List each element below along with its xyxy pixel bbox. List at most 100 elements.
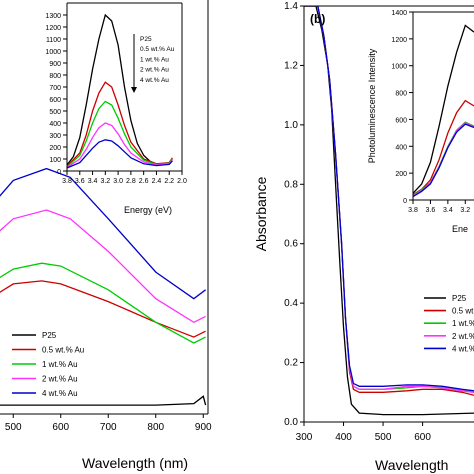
- a-inset-y-tick-label: 300: [49, 133, 61, 140]
- a-inset-x-tick-label: 2.8: [126, 178, 136, 185]
- b-inset-y-tick-label: 1000: [391, 64, 407, 71]
- b-inset-series-0-5-wt-au: [413, 99, 474, 196]
- b-inset-x-tick-label: 3.8: [408, 207, 418, 214]
- b-main-y-axis-label: Absorbance: [253, 176, 269, 251]
- b-main-x-tick-label: 400: [335, 432, 352, 443]
- b-main-legend-label-p25: P25: [452, 294, 467, 303]
- a-inset-y-tick-label: 700: [49, 85, 61, 92]
- a-inset-legend-label-4-wt-au: 4 wt.% Au: [140, 77, 169, 84]
- a-main-x-tick-label: 500: [5, 422, 22, 433]
- a-inset-legend-label-2-wt-au: 2 wt.% Au: [140, 67, 169, 74]
- a-inset-y-tick-label: 100: [49, 157, 61, 164]
- b-inset-series-4-wt-au: [413, 123, 474, 198]
- b-main-legend-label-2-wt-au: 2 wt.% Au: [452, 332, 474, 341]
- a-inset-x-tick-label: 2.2: [164, 178, 174, 185]
- a-inset-x-tick-label: 2.6: [139, 178, 149, 185]
- b-main-y-tick-label: 0.6: [284, 239, 298, 250]
- b-inset-y-axis-label: Photoluminescence Intensity: [367, 48, 377, 163]
- panel-b-inset-chart: 3.8 3.6 3.4 3.2 0 200 400 600 800 1000 1200 1400 Ene…: [367, 10, 474, 234]
- a-main-legend-label-1-wt-au: 1 wt.% Au: [42, 360, 78, 369]
- a-inset-x-tick-label: 3.2: [100, 178, 110, 185]
- b-main-series-4-wt-au: [304, 6, 474, 392]
- b-main-y-tick-label: 0.2: [284, 358, 298, 369]
- a-inset-series-1-wt-au: [67, 100, 173, 168]
- b-main-x-tick-label: 500: [375, 432, 392, 443]
- b-inset-y-tick-label: 200: [395, 171, 407, 178]
- a-main-x-tick-label: 700: [100, 422, 117, 433]
- a-main-legend-label-2-wt-au: 2 wt.% Au: [42, 375, 78, 384]
- b-main-legend-label-1-wt-au: 1 wt.% Au: [452, 319, 474, 328]
- a-inset-x-tick-label: 3.6: [75, 178, 85, 185]
- a-inset-x-axis-label: Energy (eV): [124, 205, 172, 215]
- b-inset-x-axis-label: Ene: [452, 224, 468, 234]
- b-main-y-tick-label: 1.4: [284, 1, 298, 12]
- b-inset-y-tick-label: 600: [395, 117, 407, 124]
- a-inset-y-tick-label: 400: [49, 121, 61, 128]
- a-inset-y-tick-label: 0: [57, 169, 61, 176]
- b-inset-y-tick-label: 1400: [391, 10, 407, 17]
- b-main-y-tick-label: 0.0: [284, 417, 298, 428]
- a-inset-y-tick-label: 800: [49, 73, 61, 80]
- a-inset-y-tick-label: 1300: [45, 13, 61, 20]
- a-main-legend: P25 0.5 wt.% Au 1 wt.% Au 2 wt.% Au 4 wt.% A…: [12, 331, 84, 398]
- panel-b-tag: (b): [310, 12, 325, 26]
- b-main-series-group: [304, 6, 474, 416]
- a-main-series-2-wt-au: [0, 209, 206, 324]
- b-main-series-p25: [304, 6, 474, 416]
- a-inset-y-tick-label: 600: [49, 97, 61, 104]
- a-inset-legend-label-p25: P25: [140, 36, 152, 43]
- a-inset-y-tick-label: 1000: [45, 49, 61, 56]
- panel-a-main-chart: 500 600 700 800 900 Wavelength (nm) P25 0.5 wt.…: [0, 0, 212, 471]
- b-inset-y-tick-label: 800: [395, 91, 407, 98]
- a-inset-series-4-wt-au: [67, 139, 173, 169]
- b-inset-y-tick-label: 400: [395, 144, 407, 151]
- a-inset-x-tick-label: 3.4: [88, 178, 98, 185]
- a-main-series-p25: [0, 395, 207, 406]
- a-inset-y-tick-label: 1100: [46, 37, 61, 44]
- b-inset-series-p25: [413, 24, 474, 194]
- a-inset-series-2-wt-au: [67, 122, 173, 168]
- panel-a-inset-chart: 3.8 3.6 3.4 3.2 3.0 2.8 2.6 2.4 2.2 2.0 0 100 200 300…: [45, 2, 187, 215]
- b-inset-y-tick-label: 1200: [391, 37, 407, 44]
- b-main-x-tick-label: 600: [414, 432, 431, 443]
- a-inset-series-p25: [67, 13, 173, 166]
- panel-b-main-chart: 300 400 500 600 0.0 0.2 0.4 0.6 0.8 1.0 1.2 1.4 Wave…: [253, 1, 474, 473]
- a-inset-y-tick-label: 200: [49, 145, 61, 152]
- a-inset-y-tick-label: 900: [49, 61, 61, 68]
- a-inset-x-tick-label: 3.0: [113, 178, 123, 185]
- b-inset-series-group: [413, 24, 474, 198]
- a-main-series-group: [0, 167, 207, 406]
- b-main-y-tick-label: 1.2: [284, 60, 298, 71]
- a-inset-legend-arrowhead: [131, 87, 137, 93]
- a-main-x-tick-label: 600: [52, 422, 69, 433]
- a-inset-y-tick-label: 1200: [45, 25, 61, 32]
- a-main-x-axis-label: Wavelength (nm): [82, 455, 188, 471]
- b-main-series-2-wt-au: [304, 6, 474, 393]
- b-main-series-1-wt-au: [304, 6, 474, 393]
- a-main-series-1-wt-au: [0, 262, 206, 344]
- b-main-y-tick-label: 0.8: [284, 179, 298, 190]
- a-main-legend-label-4-wt-au: 4 wt.% Au: [42, 389, 78, 398]
- b-inset-series-2-wt-au: [413, 122, 474, 197]
- a-main-x-tick-label: 800: [147, 422, 164, 433]
- a-inset-legend-label-1-wt-au: 1 wt.% Au: [140, 56, 169, 63]
- a-inset-x-tick-label: 3.8: [62, 178, 72, 185]
- a-main-series-4-wt-au: [0, 167, 206, 300]
- a-main-series-0-5-wt-au: [0, 280, 206, 338]
- a-inset-legend: P25 0.5 wt.% Au 1 wt.% Au 2 wt.% Au 4 wt.% A…: [131, 34, 175, 93]
- b-main-legend: P25 0.5 wt.% Au 1 wt.% Au 2 wt.% Au 4 wt.% A…: [424, 294, 474, 353]
- b-main-legend-label-0-5-wt-au: 0.5 wt.% Au: [452, 307, 474, 316]
- b-inset-x-tick-label: 3.6: [426, 207, 436, 214]
- b-main-legend-label-4-wt-au: 4 wt.% Au: [452, 344, 474, 353]
- b-inset-x-tick-label: 3.2: [460, 207, 470, 214]
- b-inset-x-tick-label: 3.4: [443, 207, 453, 214]
- a-main-legend-label-0-5-wt-au: 0.5 wt.% Au: [42, 346, 84, 355]
- a-inset-x-tick-label: 2.4: [152, 178, 162, 185]
- a-main-x-tick-label: 900: [195, 422, 212, 433]
- a-inset-x-tick-label: 2.0: [177, 178, 187, 185]
- a-main-legend-label-p25: P25: [42, 331, 57, 340]
- b-main-y-tick-label: 1.0: [284, 120, 298, 131]
- a-inset-y-tick-label: 500: [49, 109, 61, 116]
- b-main-x-axis-label: Wavelength: [375, 457, 448, 473]
